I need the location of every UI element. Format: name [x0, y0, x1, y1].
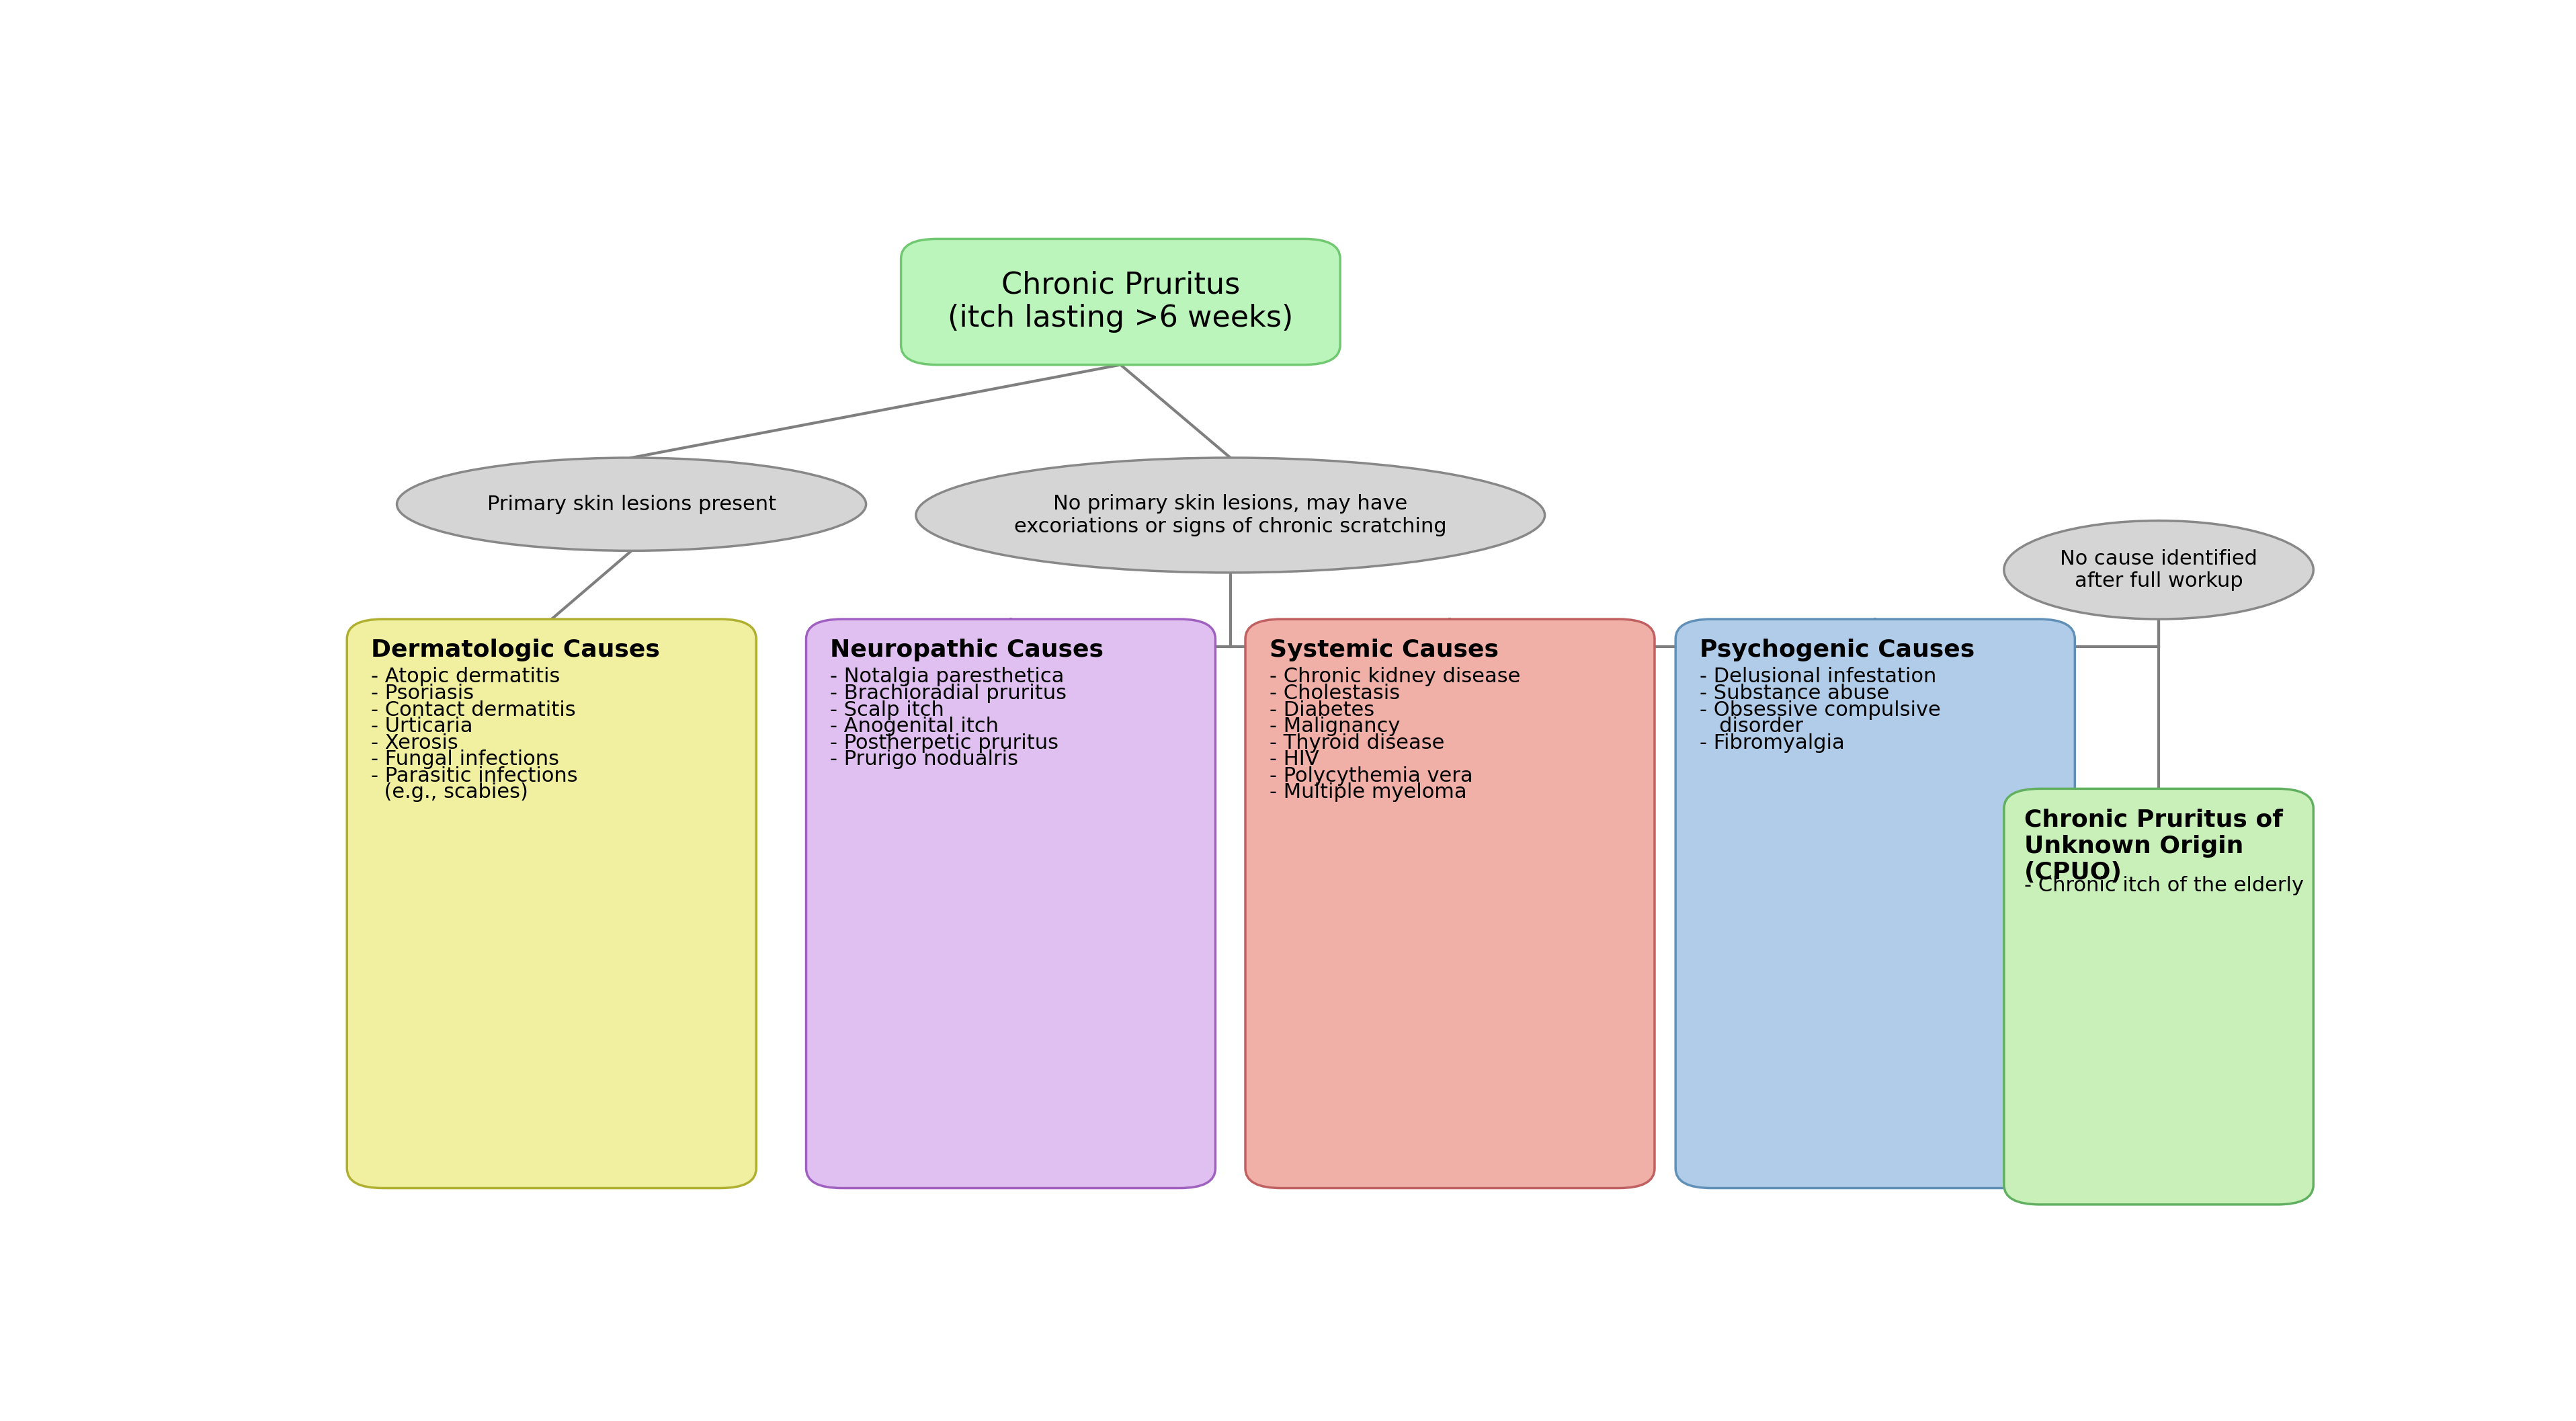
- Text: - Polycythemia vera: - Polycythemia vera: [1270, 766, 1473, 786]
- Text: - Notalgia paresthetica: - Notalgia paresthetica: [829, 666, 1064, 686]
- Text: Neuropathic Causes: Neuropathic Causes: [829, 639, 1103, 662]
- Text: - Malignancy: - Malignancy: [1270, 716, 1399, 736]
- Text: Psychogenic Causes: Psychogenic Causes: [1700, 639, 1976, 662]
- Text: No cause identified
after full workup: No cause identified after full workup: [2061, 549, 2257, 591]
- Text: No primary skin lesions, may have
excoriations or signs of chronic scratching: No primary skin lesions, may have excori…: [1015, 495, 1448, 536]
- FancyBboxPatch shape: [2004, 789, 2313, 1205]
- Text: Chronic Pruritus
(itch lasting >6 weeks): Chronic Pruritus (itch lasting >6 weeks): [948, 270, 1293, 333]
- Text: Dermatologic Causes: Dermatologic Causes: [371, 639, 659, 662]
- Text: - Parasitic infections: - Parasitic infections: [371, 766, 577, 786]
- Ellipse shape: [397, 458, 866, 551]
- Text: - Anogenital itch: - Anogenital itch: [829, 716, 999, 736]
- Ellipse shape: [917, 458, 1546, 573]
- FancyBboxPatch shape: [1244, 620, 1654, 1188]
- Text: - Contact dermatitis: - Contact dermatitis: [371, 701, 574, 719]
- Text: (e.g., scabies): (e.g., scabies): [371, 783, 528, 803]
- Text: - Fibromyalgia: - Fibromyalgia: [1700, 733, 1844, 753]
- Text: Chronic Pruritus of
Unknown Origin
(CPUO): Chronic Pruritus of Unknown Origin (CPUO…: [2025, 809, 2282, 884]
- FancyBboxPatch shape: [348, 620, 757, 1188]
- Ellipse shape: [2004, 520, 2313, 620]
- Text: - Psoriasis: - Psoriasis: [371, 684, 474, 703]
- Text: - Postherpetic pruritus: - Postherpetic pruritus: [829, 733, 1059, 753]
- Text: - Xerosis: - Xerosis: [371, 733, 459, 753]
- Text: - Cholestasis: - Cholestasis: [1270, 684, 1399, 703]
- Text: - HIV: - HIV: [1270, 750, 1319, 769]
- FancyBboxPatch shape: [902, 239, 1340, 365]
- Text: - Chronic kidney disease: - Chronic kidney disease: [1270, 666, 1520, 686]
- Text: - Atopic dermatitis: - Atopic dermatitis: [371, 666, 559, 686]
- Text: - Delusional infestation: - Delusional infestation: [1700, 666, 1937, 686]
- Text: - Chronic itch of the elderly: - Chronic itch of the elderly: [2025, 875, 2303, 895]
- Text: Primary skin lesions present: Primary skin lesions present: [487, 495, 775, 514]
- FancyBboxPatch shape: [1674, 620, 2074, 1188]
- Text: - Prurigo nodualris: - Prurigo nodualris: [829, 750, 1018, 769]
- Text: disorder: disorder: [1700, 716, 1803, 736]
- Text: - Multiple myeloma: - Multiple myeloma: [1270, 783, 1466, 803]
- Text: - Fungal infections: - Fungal infections: [371, 750, 559, 769]
- Text: - Substance abuse: - Substance abuse: [1700, 684, 1888, 703]
- FancyBboxPatch shape: [806, 620, 1216, 1188]
- Text: - Obsessive compulsive: - Obsessive compulsive: [1700, 701, 1940, 719]
- Text: - Urticaria: - Urticaria: [371, 716, 474, 736]
- Text: - Diabetes: - Diabetes: [1270, 701, 1373, 719]
- Text: Systemic Causes: Systemic Causes: [1270, 639, 1499, 662]
- Text: - Thyroid disease: - Thyroid disease: [1270, 733, 1445, 753]
- Text: - Brachioradial pruritus: - Brachioradial pruritus: [829, 684, 1066, 703]
- Text: - Scalp itch: - Scalp itch: [829, 701, 945, 719]
